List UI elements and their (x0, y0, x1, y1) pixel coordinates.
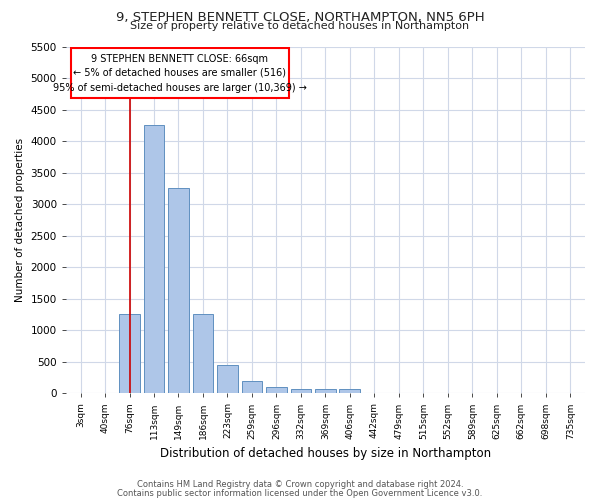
Bar (290, 388, 311, 394)
Text: 95% of semi-detached houses are larger (10,369) →: 95% of semi-detached houses are larger (… (53, 83, 307, 93)
Bar (242, 380, 262, 394)
X-axis label: Distribution of detached houses by size in Northampton: Distribution of detached houses by size … (160, 447, 491, 460)
Bar (119, 314, 140, 394)
Bar (168, 188, 189, 394)
Bar (217, 365, 238, 394)
Bar (143, 126, 164, 394)
Bar (266, 387, 287, 394)
Bar (71, 48, 289, 98)
Bar (315, 388, 336, 394)
Y-axis label: Number of detached properties: Number of detached properties (15, 138, 25, 302)
Text: 9 STEPHEN BENNETT CLOSE: 66sqm: 9 STEPHEN BENNETT CLOSE: 66sqm (91, 54, 268, 64)
Bar (340, 388, 361, 394)
Bar (193, 314, 214, 394)
Text: 9, STEPHEN BENNETT CLOSE, NORTHAMPTON, NN5 6PH: 9, STEPHEN BENNETT CLOSE, NORTHAMPTON, N… (116, 11, 484, 24)
Text: Size of property relative to detached houses in Northampton: Size of property relative to detached ho… (130, 21, 470, 31)
Text: Contains public sector information licensed under the Open Government Licence v3: Contains public sector information licen… (118, 489, 482, 498)
Text: ← 5% of detached houses are smaller (516): ← 5% of detached houses are smaller (516… (73, 68, 286, 78)
Text: Contains HM Land Registry data © Crown copyright and database right 2024.: Contains HM Land Registry data © Crown c… (137, 480, 463, 489)
